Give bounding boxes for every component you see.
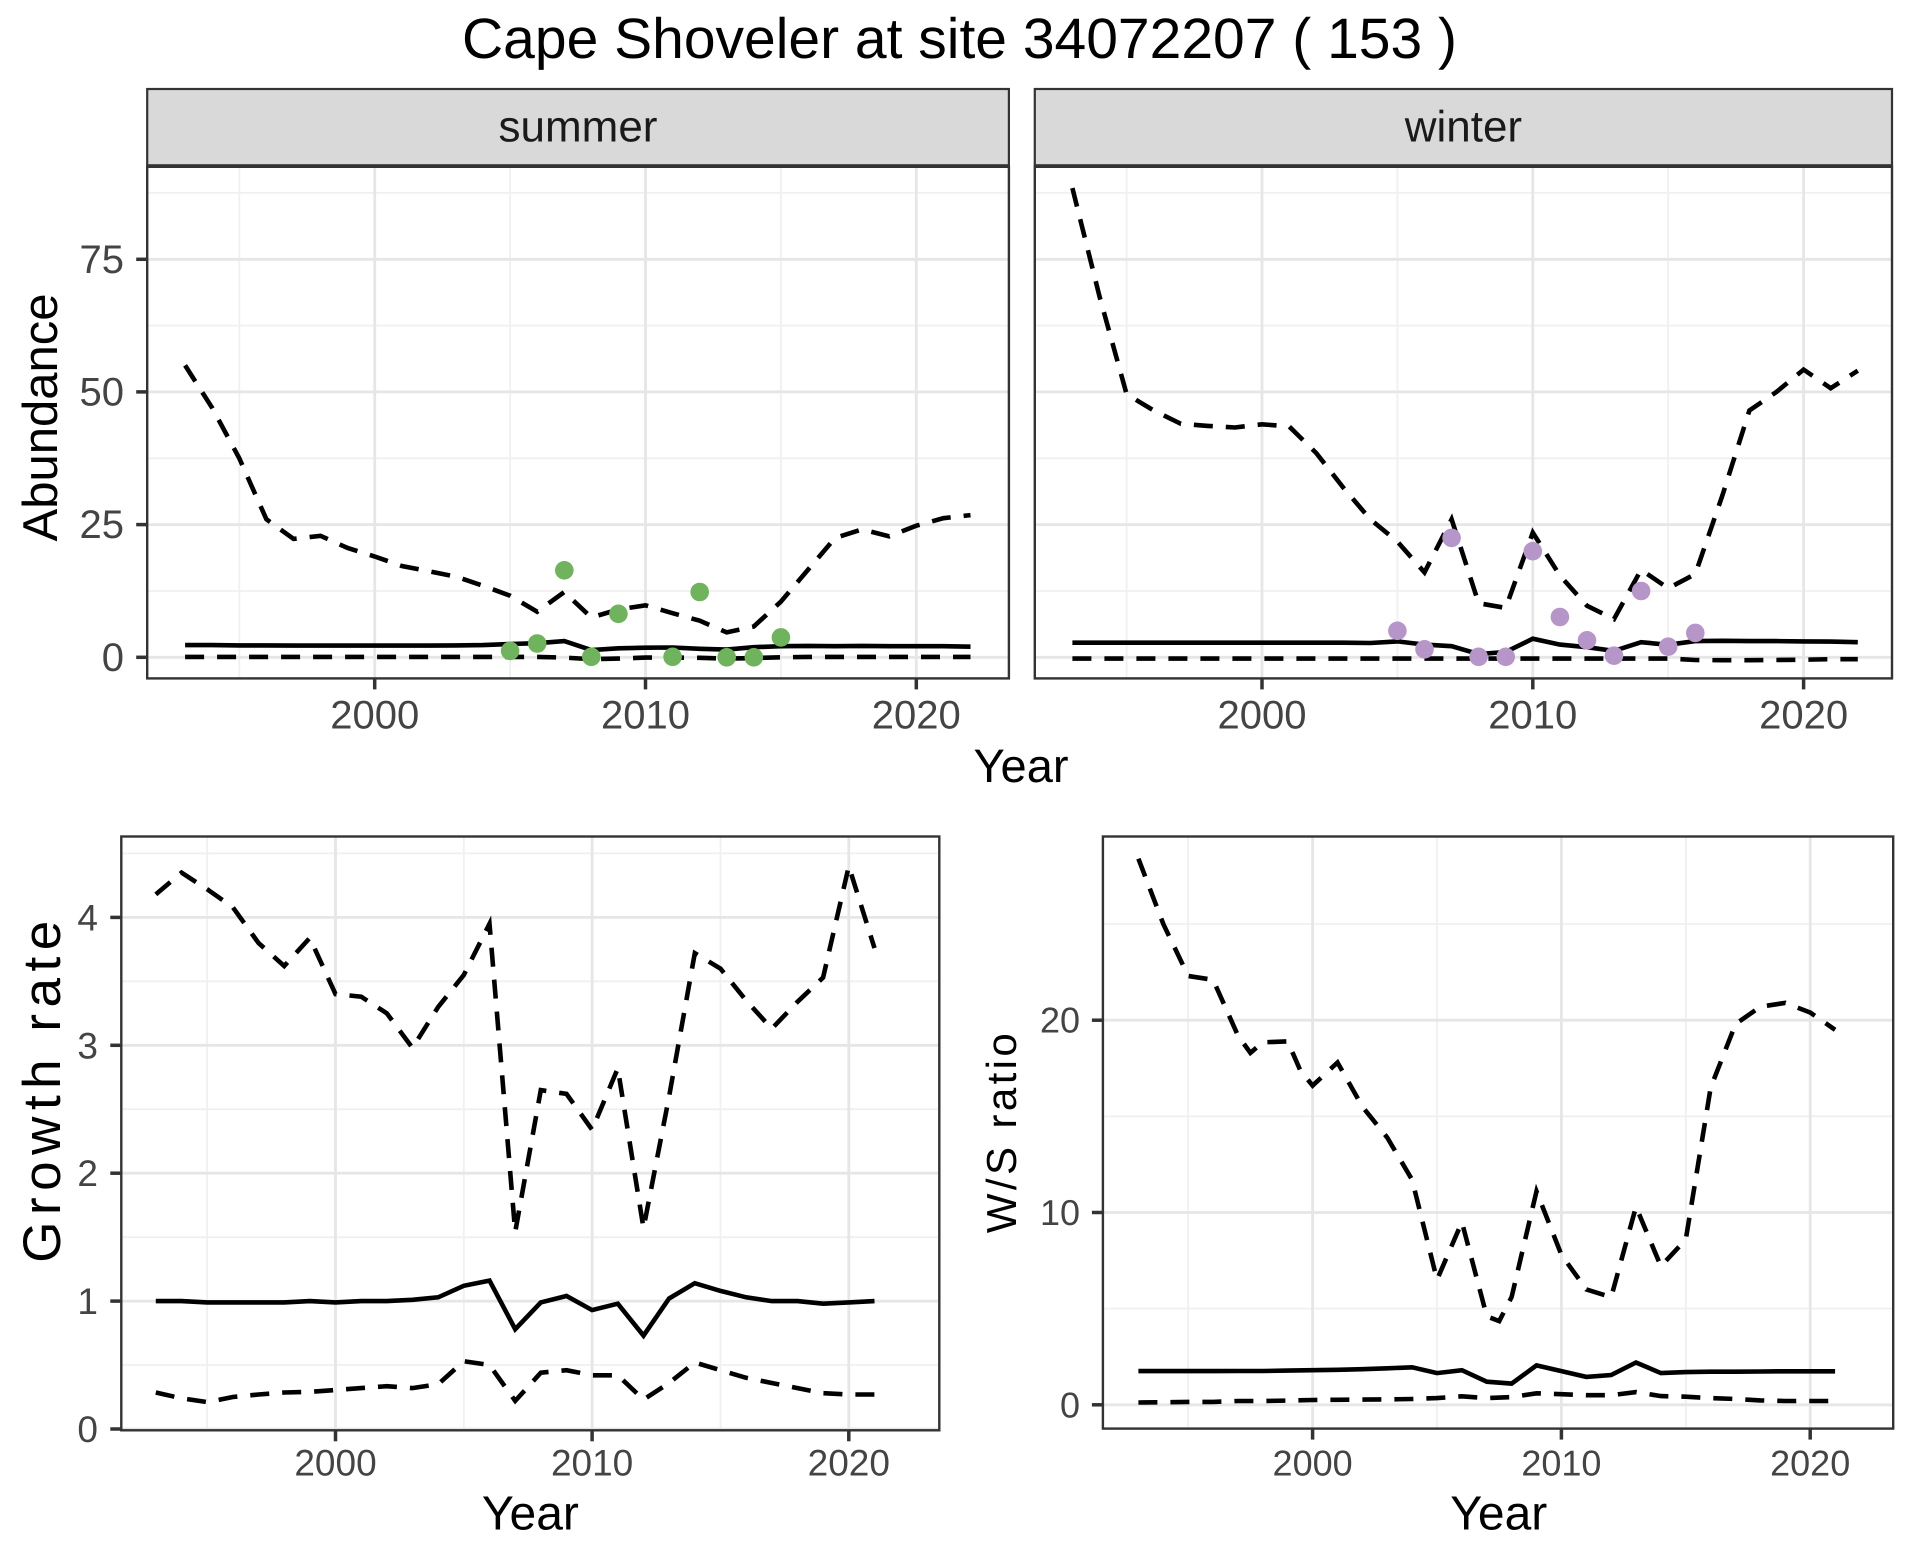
svg-text:2: 2 (77, 1153, 98, 1194)
svg-text:Year: Year (482, 1488, 579, 1541)
svg-text:Growth rate: Growth rate (13, 914, 72, 1262)
svg-text:2010: 2010 (1521, 1443, 1601, 1484)
svg-text:0: 0 (1060, 1384, 1080, 1425)
svg-text:2000: 2000 (1218, 694, 1307, 738)
svg-text:75: 75 (80, 238, 125, 282)
svg-text:summer: summer (499, 103, 658, 152)
svg-text:0: 0 (102, 636, 124, 680)
svg-text:2020: 2020 (808, 1443, 890, 1484)
svg-text:2000: 2000 (294, 1443, 376, 1484)
svg-text:10: 10 (1040, 1192, 1080, 1233)
svg-text:Year: Year (1450, 1488, 1547, 1541)
svg-text:20: 20 (1040, 1000, 1080, 1041)
svg-text:1: 1 (77, 1281, 98, 1322)
svg-text:3: 3 (77, 1025, 98, 1066)
svg-text:2000: 2000 (330, 694, 419, 738)
svg-text:2010: 2010 (601, 694, 690, 738)
svg-text:2010: 2010 (551, 1443, 633, 1484)
svg-text:2000: 2000 (1273, 1443, 1353, 1484)
svg-text:50: 50 (80, 370, 125, 414)
svg-text:2020: 2020 (1770, 1443, 1850, 1484)
svg-text:Abundance: Abundance (14, 294, 68, 542)
svg-text:Year: Year (974, 739, 1069, 792)
svg-text:2020: 2020 (1759, 694, 1848, 738)
svg-text:2020: 2020 (872, 694, 961, 738)
svg-text:W/S ratio: W/S ratio (978, 1030, 1025, 1233)
svg-text:winter: winter (1404, 103, 1522, 152)
svg-text:2010: 2010 (1488, 694, 1577, 738)
svg-text:Cape Shoveler at site 34072207: Cape Shoveler at site 34072207 ( 153 ) (462, 7, 1457, 71)
svg-text:0: 0 (77, 1409, 98, 1450)
svg-text:4: 4 (77, 897, 98, 938)
svg-text:25: 25 (80, 503, 125, 547)
